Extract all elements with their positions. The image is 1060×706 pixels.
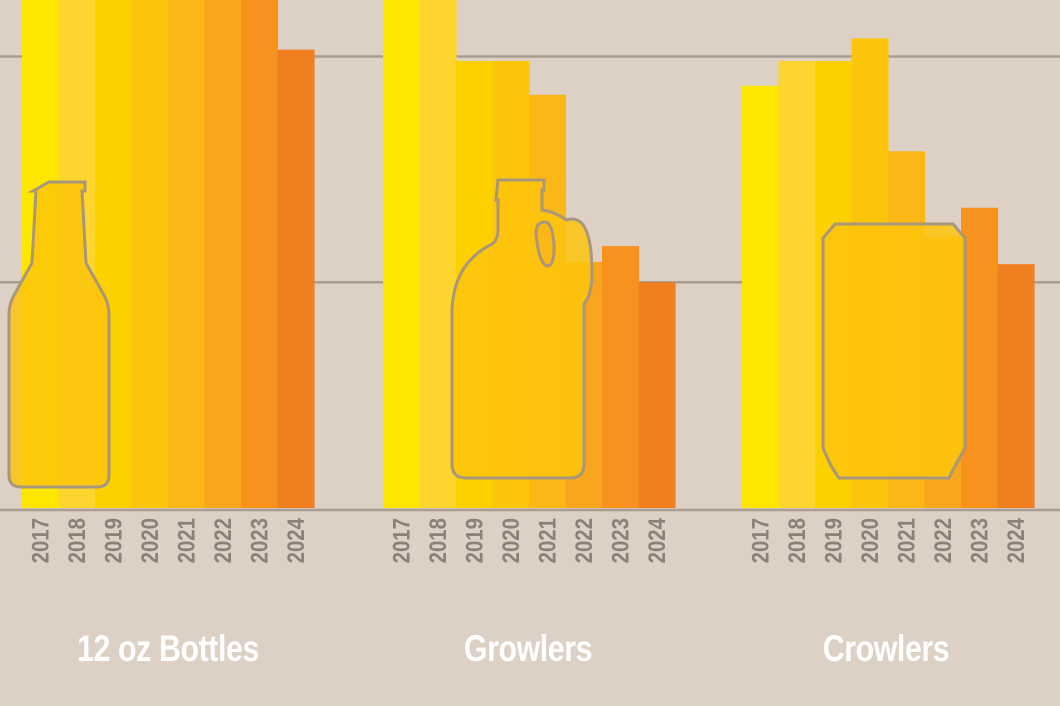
bar-2-2023 — [961, 207, 999, 508]
bar-1-2018 — [419, 0, 457, 508]
year-label: 2023 — [607, 518, 634, 563]
year-label: 2017 — [388, 518, 415, 563]
bar-1-2024 — [638, 282, 676, 508]
bar-0-2020 — [131, 0, 169, 508]
bottle-icon — [7, 180, 111, 489]
year-label: 2020 — [856, 518, 883, 563]
year-label: 2024 — [643, 517, 670, 563]
group-title-growlers: Growlers — [463, 628, 593, 669]
year-label: 2019 — [820, 518, 847, 563]
year-label: 2021 — [893, 518, 920, 563]
bar-2-2018 — [778, 60, 816, 509]
year-label: 2019 — [100, 518, 127, 563]
year-label: 2021 — [534, 518, 561, 563]
year-label: 2022 — [209, 518, 236, 563]
year-label: 2017 — [747, 518, 774, 563]
bar-2-2024 — [997, 264, 1035, 508]
can-icon — [821, 222, 967, 480]
year-label: 2024 — [1002, 517, 1029, 563]
year-label: 2019 — [461, 518, 488, 563]
bar-0-2023 — [241, 0, 279, 508]
year-label: 2024 — [282, 517, 309, 563]
year-label: 2018 — [63, 518, 90, 563]
bar-0-2022 — [204, 0, 242, 508]
year-label: 2018 — [424, 518, 451, 563]
bar-1-2023 — [602, 246, 640, 508]
bar-0-2024 — [277, 49, 315, 508]
year-label: 2022 — [929, 518, 956, 563]
year-label: 2020 — [497, 518, 524, 563]
year-label: 2017 — [27, 518, 54, 563]
bar-2-2017 — [742, 85, 780, 508]
growler-icon — [450, 178, 594, 480]
bar-0-2021 — [168, 0, 206, 508]
year-label: 2018 — [783, 518, 810, 563]
group-title-bottles: 12 oz Bottles — [77, 628, 259, 669]
year-label: 2022 — [570, 518, 597, 563]
year-label: 2023 — [246, 518, 273, 563]
year-label: 2021 — [173, 518, 200, 563]
year-label: 2020 — [136, 518, 163, 563]
group-title-crowlers: Crowlers — [822, 628, 950, 669]
bar-1-2017 — [383, 0, 421, 508]
year-label: 2023 — [966, 518, 993, 563]
